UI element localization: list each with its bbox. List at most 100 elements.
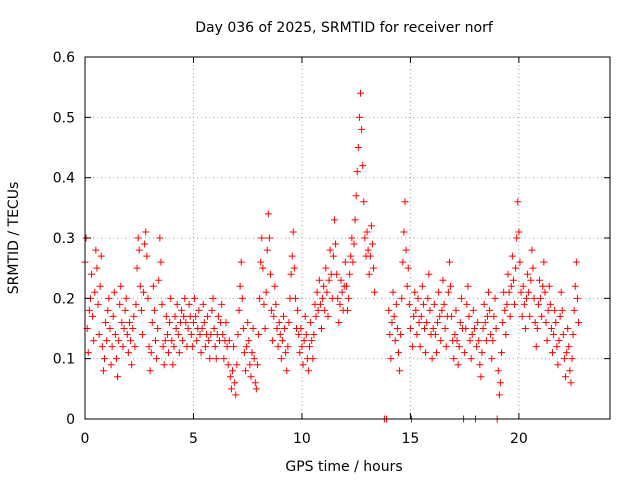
data-point <box>366 252 374 260</box>
data-point <box>294 306 302 314</box>
data-point <box>499 318 507 326</box>
data-point <box>240 349 248 357</box>
x-axis-label: GPS time / hours <box>285 459 402 475</box>
data-point <box>114 373 122 381</box>
data-point <box>90 337 98 345</box>
data-point <box>317 325 325 332</box>
data-point <box>565 343 573 351</box>
data-point <box>233 361 241 369</box>
chart-title: Day 036 of 2025, SRMTID for receiver nor… <box>195 20 494 36</box>
data-point <box>560 355 568 363</box>
data-point <box>559 331 567 339</box>
data-point <box>222 318 230 326</box>
data-point <box>255 331 263 339</box>
data-point <box>361 234 369 242</box>
data-point <box>463 300 471 308</box>
data-point <box>527 276 535 284</box>
data-point <box>333 270 341 278</box>
data-point <box>531 318 539 326</box>
data-point <box>277 355 285 363</box>
data-point <box>426 306 434 314</box>
data-point <box>171 312 179 320</box>
data-point <box>259 264 267 272</box>
data-point <box>482 337 490 345</box>
data-point <box>524 270 532 278</box>
data-point <box>204 312 212 320</box>
data-point <box>147 349 155 357</box>
data-point <box>227 385 235 393</box>
data-point <box>232 391 240 399</box>
data-point <box>298 343 306 351</box>
data-point <box>547 325 555 332</box>
data-point <box>219 331 227 339</box>
data-point <box>466 337 474 345</box>
data-point <box>165 349 173 357</box>
data-point <box>367 222 375 230</box>
data-point <box>220 355 228 363</box>
data-point <box>309 355 317 363</box>
data-point <box>417 312 425 320</box>
data-point <box>225 337 233 345</box>
data-point <box>182 318 190 326</box>
x-tick-label: 10 <box>293 431 311 447</box>
data-point <box>512 264 520 272</box>
data-point <box>398 294 406 302</box>
data-point <box>415 318 423 326</box>
data-point <box>145 343 153 351</box>
data-point <box>419 300 427 308</box>
data-point <box>397 331 405 339</box>
data-point <box>214 312 222 320</box>
data-point <box>424 294 432 302</box>
data-point <box>368 240 376 248</box>
data-point <box>196 331 204 339</box>
data-point <box>138 331 146 339</box>
data-point <box>416 343 424 351</box>
data-point <box>247 373 255 381</box>
data-point <box>388 318 396 326</box>
data-point <box>107 361 115 369</box>
data-point <box>283 367 291 375</box>
data-point <box>195 306 203 314</box>
data-point <box>131 343 139 351</box>
data-point <box>142 228 150 236</box>
data-point <box>516 258 524 266</box>
data-point <box>302 331 310 339</box>
data-point <box>461 349 469 357</box>
data-point <box>355 113 363 121</box>
data-point <box>481 318 489 326</box>
data-point <box>489 337 497 345</box>
y-tick-label: 0.6 <box>53 50 75 66</box>
data-point <box>438 306 446 314</box>
data-point <box>297 325 305 332</box>
data-point <box>478 349 486 357</box>
data-point <box>490 312 498 320</box>
data-point <box>193 337 201 345</box>
y-tick-label: 0.4 <box>53 171 75 187</box>
data-point <box>180 312 188 320</box>
data-point <box>550 331 558 339</box>
data-point <box>276 331 284 339</box>
y-tick-label: 0.2 <box>53 291 75 307</box>
data-point <box>102 318 110 326</box>
data-point <box>101 355 109 363</box>
data-point <box>485 288 493 296</box>
data-point <box>281 325 289 332</box>
data-point <box>358 125 366 133</box>
data-point <box>210 325 218 332</box>
data-point <box>535 276 543 284</box>
data-point <box>534 300 542 308</box>
data-point <box>158 300 166 308</box>
data-point <box>468 331 476 339</box>
data-point <box>245 337 253 345</box>
data-point <box>146 367 154 375</box>
data-point <box>431 331 439 339</box>
data-point <box>335 318 343 326</box>
data-point <box>344 306 351 314</box>
data-point <box>412 306 420 314</box>
data-point <box>439 276 447 284</box>
data-point <box>153 355 161 363</box>
data-point <box>116 300 124 308</box>
data-point <box>208 306 216 314</box>
data-point <box>260 300 268 308</box>
data-point <box>173 300 181 308</box>
